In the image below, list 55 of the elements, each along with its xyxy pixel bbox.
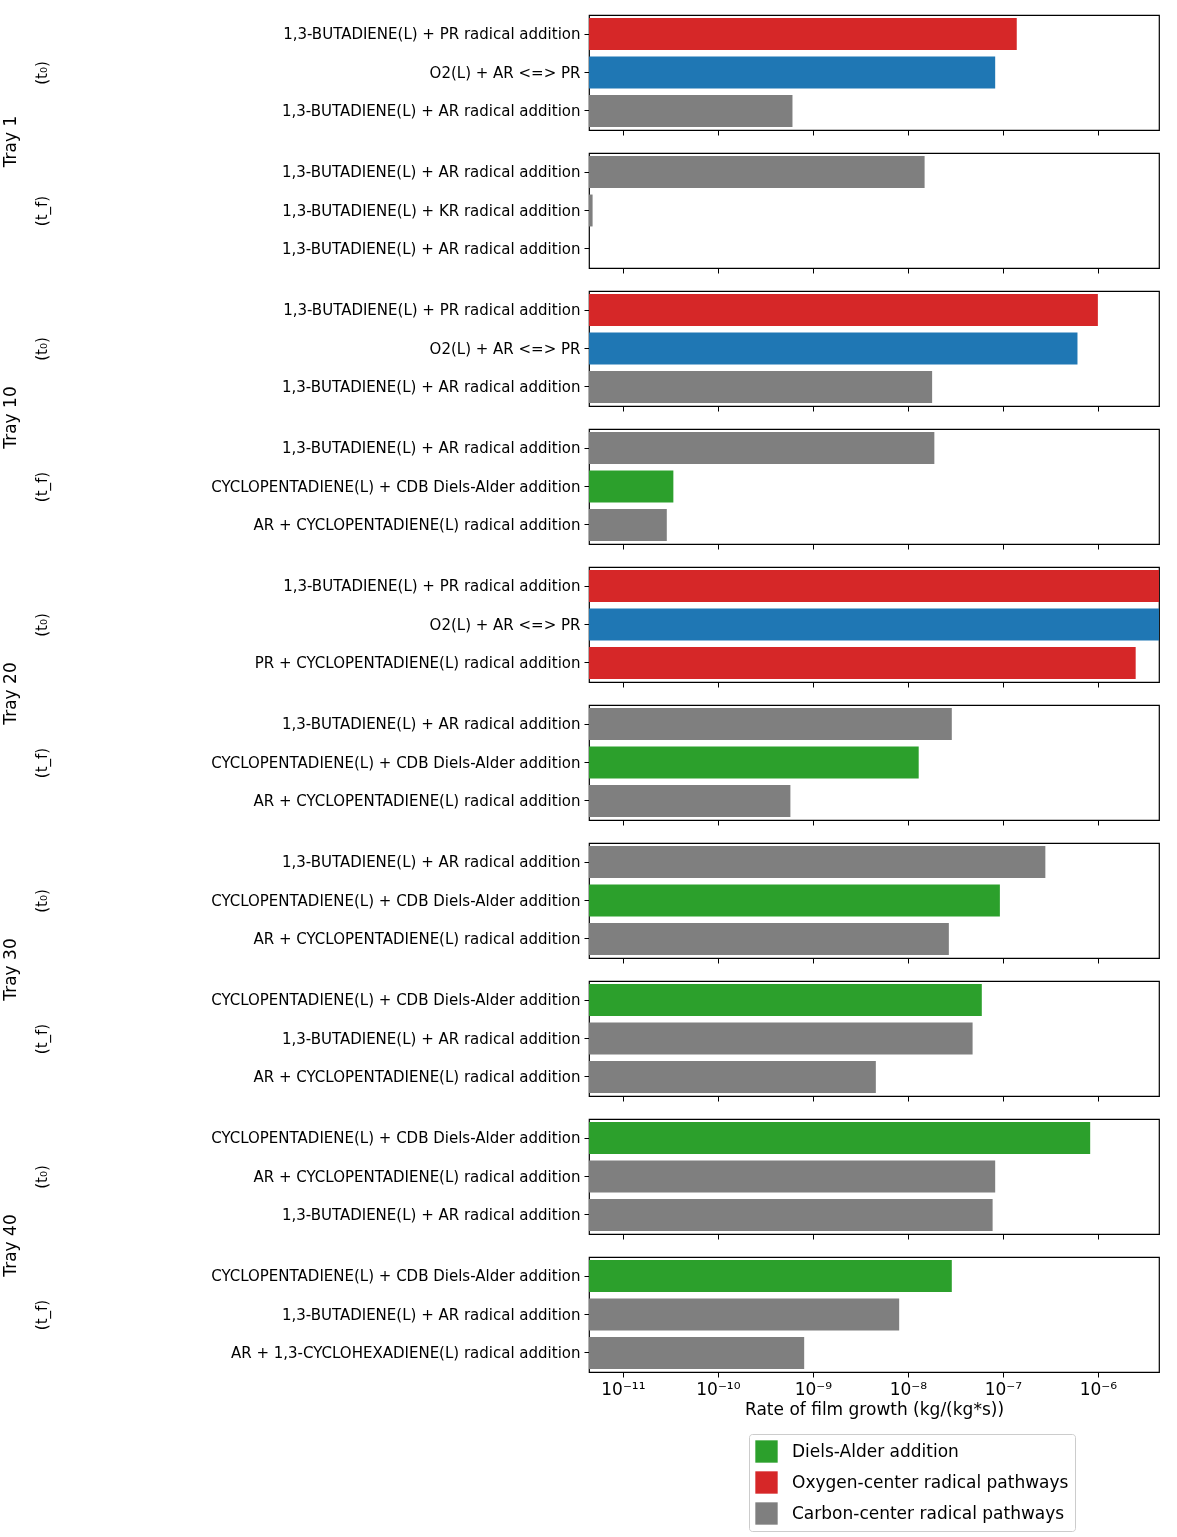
y-tick-label: CYCLOPENTADIENE(L) + CDB Diels-Alder addition bbox=[211, 477, 581, 496]
y-axis-title: (t_f) bbox=[32, 471, 52, 503]
y-tick-label: AR + CYCLOPENTADIENE(L) radical addition bbox=[253, 791, 581, 810]
legend-label: Oxygen-center radical pathways bbox=[792, 1471, 1069, 1492]
y-tick-label: 1,3-BUTADIENE(L) + PR radical addition bbox=[283, 301, 581, 320]
y-tick-label: 1,3-BUTADIENE(L) + AR radical addition bbox=[281, 1029, 581, 1048]
y-tick-label: CYCLOPENTADIENE(L) + CDB Diels-Alder addition bbox=[211, 753, 581, 772]
y-tick-label: CYCLOPENTADIENE(L) + CDB Diels-Alder addition bbox=[211, 891, 581, 910]
legend-label: Diels-Alder addition bbox=[792, 1440, 959, 1461]
y-axis-title: (t_f) bbox=[32, 1023, 52, 1055]
legend-label: Carbon-center radical pathways bbox=[792, 1502, 1065, 1523]
y-axis-title: (t_f) bbox=[32, 1299, 52, 1331]
y-axis-title: (t₀) bbox=[32, 613, 51, 637]
y-tick-label: 1,3-BUTADIENE(L) + AR radical addition bbox=[281, 1305, 581, 1324]
x-tick-label: 10⁻¹¹ bbox=[601, 1378, 646, 1399]
y-tick-label: 1,3-BUTADIENE(L) + AR radical addition bbox=[281, 377, 581, 396]
y-tick-label: 1,3-BUTADIENE(L) + AR radical addition bbox=[281, 163, 581, 182]
y-axis-title: (t₀) bbox=[32, 1165, 51, 1189]
text: Tray 10 bbox=[0, 386, 20, 450]
y-tick-label: 1,3-BUTADIENE(L) + AR radical addition bbox=[281, 853, 581, 872]
text: Tray 20 bbox=[0, 662, 20, 726]
y-tick-label: CYCLOPENTADIENE(L) + CDB Diels-Alder addition bbox=[211, 1129, 581, 1148]
text: Tray 1 bbox=[0, 115, 20, 169]
y-tick-label: 1,3-BUTADIENE(L) + AR radical addition bbox=[281, 1205, 581, 1224]
y-tick-label: CYCLOPENTADIENE(L) + CDB Diels-Alder addition bbox=[211, 991, 581, 1010]
y-tick-label: 1,3-BUTADIENE(L) + KR radical addition bbox=[282, 201, 581, 220]
y-tick-label: AR + CYCLOPENTADIENE(L) radical addition bbox=[253, 1067, 581, 1086]
y-axis-title: (t_f) bbox=[32, 195, 52, 227]
y-tick-label: CYCLOPENTADIENE(L) + CDB Diels-Alder addition bbox=[211, 1267, 581, 1286]
y-axis-title: (t₀) bbox=[32, 61, 51, 85]
y-tick-label: 1,3-BUTADIENE(L) + PR radical addition bbox=[283, 577, 581, 596]
y-tick-label: O2(L) + AR <=> PR bbox=[429, 63, 581, 82]
y-tick-label: AR + 1,3-CYCLOHEXADIENE(L) radical addition bbox=[230, 1343, 581, 1362]
x-tick-label: 10⁻⁶ bbox=[1079, 1378, 1118, 1399]
x-tick-label: 10⁻¹⁰ bbox=[696, 1378, 741, 1399]
x-tick-label: 10⁻⁷ bbox=[984, 1378, 1023, 1399]
y-tick-label: 1,3-BUTADIENE(L) + AR radical addition bbox=[281, 439, 581, 458]
x-tick-label: 10⁻⁸ bbox=[889, 1378, 928, 1399]
x-axis-title: Rate of film growth (kg/(kg*s)) bbox=[744, 1398, 1005, 1419]
y-axis-title: (t_f) bbox=[32, 747, 52, 779]
x-tick-label: 10⁻⁹ bbox=[794, 1378, 833, 1399]
y-tick-label: 1,3-BUTADIENE(L) + AR radical addition bbox=[281, 239, 581, 258]
text: Tray 30 bbox=[0, 938, 20, 1002]
y-tick-label: AR + CYCLOPENTADIENE(L) radical addition bbox=[253, 515, 581, 534]
y-tick-label: PR + CYCLOPENTADIENE(L) radical addition bbox=[254, 653, 581, 672]
y-axis-title: (t₀) bbox=[32, 889, 51, 913]
text: Tray 40 bbox=[0, 1214, 20, 1278]
y-tick-label: 1,3-BUTADIENE(L) + AR radical addition bbox=[281, 101, 581, 120]
y-tick-label: 1,3-BUTADIENE(L) + AR radical addition bbox=[281, 715, 581, 734]
y-tick-label: O2(L) + AR <=> PR bbox=[429, 615, 581, 634]
y-tick-label: AR + CYCLOPENTADIENE(L) radical addition bbox=[253, 1167, 581, 1186]
y-tick-label: O2(L) + AR <=> PR bbox=[429, 339, 581, 358]
y-tick-label: AR + CYCLOPENTADIENE(L) radical addition bbox=[253, 929, 581, 948]
y-axis-title: (t₀) bbox=[32, 337, 51, 361]
y-tick-label: 1,3-BUTADIENE(L) + PR radical addition bbox=[283, 25, 581, 44]
